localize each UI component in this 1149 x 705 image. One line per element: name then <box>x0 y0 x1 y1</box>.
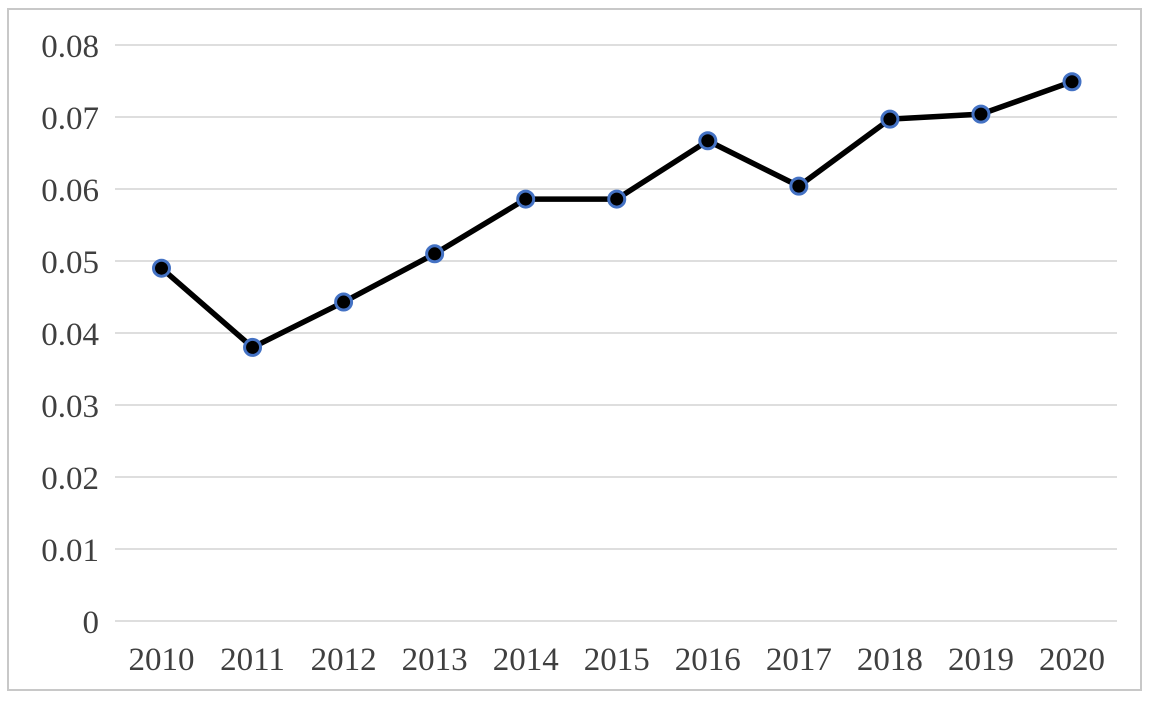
data-point-marker-2019 <box>971 104 991 124</box>
data-point-marker-2010 <box>152 258 171 278</box>
x-axis-tick-label: 2012 <box>311 642 377 678</box>
x-axis-tick-label: 2011 <box>220 642 285 678</box>
y-axis-tick-label: 0 <box>83 605 100 641</box>
x-axis-tick-label: 2016 <box>675 642 741 678</box>
y-axis-tick-label: 0.02 <box>41 461 99 497</box>
y-axis-tick-label: 0.03 <box>41 389 99 425</box>
data-point-marker-2013 <box>425 244 445 264</box>
y-axis-tick-label: 0.07 <box>41 101 99 137</box>
data-point-marker-2014 <box>516 189 536 209</box>
x-axis-tick-label: 2015 <box>584 642 650 678</box>
data-point-marker-2012 <box>334 292 354 312</box>
data-point-marker-2015 <box>607 189 627 209</box>
data-point-marker-2020 <box>1062 72 1082 92</box>
y-axis-tick-label: 0.08 <box>41 29 99 65</box>
x-axis-tick-label: 2013 <box>402 642 468 678</box>
data-point-marker-2016 <box>698 131 718 151</box>
y-axis-tick-label: 0.04 <box>41 317 99 353</box>
data-point-marker-2018 <box>880 109 900 129</box>
y-axis-tick-label: 0.05 <box>41 245 99 281</box>
x-axis-tick-label: 2019 <box>948 642 1014 678</box>
data-point-marker-2017 <box>789 176 809 196</box>
x-axis-tick-label: 2018 <box>857 642 923 678</box>
y-axis-tick-label: 0.01 <box>41 533 99 569</box>
x-axis-tick-label: 2020 <box>1039 642 1105 678</box>
chart-frame <box>7 8 1142 691</box>
x-axis-tick-label: 2017 <box>766 642 832 678</box>
x-axis-tick-label: 2010 <box>129 642 195 678</box>
data-point-marker-2011 <box>243 337 263 357</box>
y-axis-tick-label: 0.06 <box>41 173 99 209</box>
x-axis-tick-label: 2014 <box>493 642 559 678</box>
